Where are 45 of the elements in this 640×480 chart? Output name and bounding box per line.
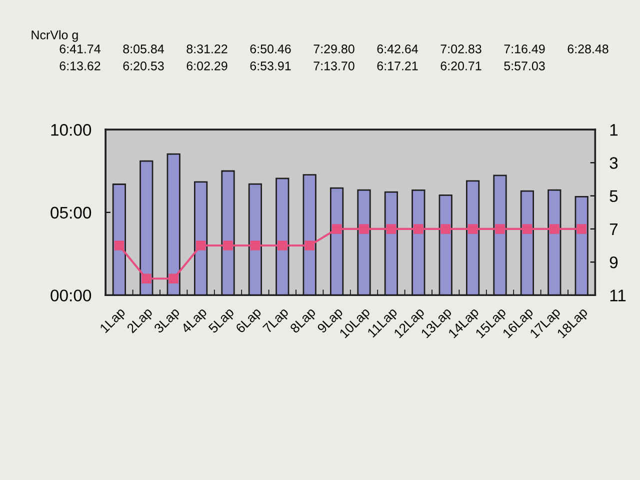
text: 6:17.21 (377, 62, 418, 70)
text: 6:02.29 (186, 62, 228, 70)
point (278, 240, 288, 250)
point (468, 224, 478, 234)
point (223, 240, 233, 250)
text: 6:13.62 (60, 62, 100, 70)
point (550, 224, 560, 234)
text: 6:53.91 (250, 62, 291, 70)
point (414, 224, 424, 234)
point (196, 240, 206, 250)
text: 7:16.49 (504, 44, 545, 54)
point (332, 224, 342, 234)
point (168, 274, 178, 284)
text: 6:20.71 (440, 62, 482, 70)
point (576, 224, 586, 234)
y2-tick-label: 9 (610, 256, 618, 268)
point (359, 224, 369, 234)
y-tick-label: 00:00 (50, 290, 92, 302)
y-tick-label: 05:00 (50, 206, 92, 219)
text: 6:28.48 (568, 44, 608, 54)
text: 6:42.64 (377, 44, 418, 54)
point (495, 224, 505, 234)
text: 6:20.53 (123, 62, 164, 70)
point (114, 240, 124, 250)
point (304, 240, 314, 250)
point (142, 274, 152, 284)
point (250, 240, 260, 250)
text: 5:57.03 (504, 62, 545, 70)
y2-tick-label: 3 (610, 157, 618, 169)
text: 6:41.74 (60, 44, 100, 54)
point (522, 224, 532, 234)
text: 7:13.70 (314, 62, 354, 70)
y-tick-label: 10:00 (51, 124, 92, 136)
y2-tick-label: 11 (610, 290, 626, 302)
y2-tick-label: 5 (610, 190, 618, 202)
text: 7:29.80 (314, 44, 354, 54)
point (386, 224, 396, 234)
point (440, 224, 450, 234)
text: 6:50.46 (250, 44, 291, 54)
y2-tick-label: 7 (610, 224, 618, 235)
chart-title: NcrVlo g (32, 30, 78, 42)
y2-tick-label: 1 (610, 124, 618, 136)
text: 7:02.83 (440, 44, 482, 54)
text: 8:31.22 (186, 44, 228, 54)
text: 8:05.84 (123, 44, 164, 54)
